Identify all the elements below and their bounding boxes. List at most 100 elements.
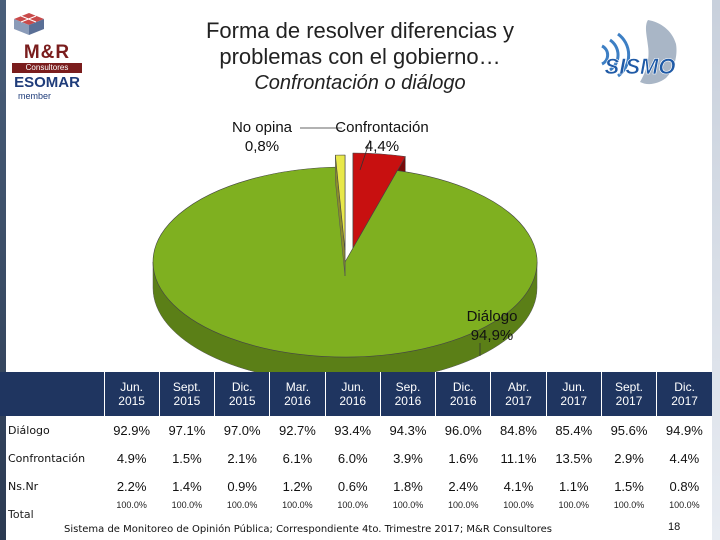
- table-cell: 3.9%: [393, 450, 423, 466]
- page-number: 18: [668, 521, 681, 533]
- column-header-year: 2017: [560, 394, 588, 408]
- slice-label: No opina: [232, 119, 293, 136]
- table-cell: 92.7%: [278, 422, 316, 438]
- left-accent-bar: [0, 0, 6, 540]
- table-cell: 0.6%: [337, 478, 368, 494]
- table-cell: 96.0%: [444, 422, 482, 438]
- column-header-month: Sep.: [395, 380, 421, 394]
- column-header-year: 2016: [284, 394, 311, 408]
- row-label: Confrontación: [8, 451, 86, 465]
- slice-value: 94,9%: [471, 327, 514, 344]
- column-header-year: 2015: [228, 394, 256, 408]
- column-header-month: Jun.: [341, 380, 365, 394]
- table-row: Ns.Nr 2.2% 1.4% 0.9% 1.2% 0.6% 1.8% 2.4% 4.1% 1.1…: [0, 472, 712, 500]
- column-header: Dic. 2016: [435, 372, 491, 416]
- column-header-year: 2016: [339, 394, 367, 408]
- column-header: Sep. 2016: [379, 372, 436, 416]
- page-title: Forma de resolver diferencias y problema…: [110, 18, 610, 70]
- slice-value: 0,8%: [245, 138, 279, 155]
- column-header-month: Mar.: [285, 380, 310, 394]
- table-cell: 100.0%: [116, 500, 147, 510]
- table-cell: 4.4%: [669, 450, 700, 466]
- table-header-row: Jun. 2015 Sept. 2015 Dic. 2015 Mar. 2016 Jun. 201…: [0, 372, 712, 416]
- column-header-year: 2017: [671, 394, 698, 408]
- table-cell: 100.0%: [337, 500, 368, 510]
- table-cell: 100.0%: [669, 500, 700, 510]
- column-header-month: Dic.: [231, 380, 253, 394]
- row-label: Diálogo: [8, 423, 50, 437]
- table-cell: 97.0%: [223, 422, 261, 438]
- leader-line: [359, 139, 371, 171]
- table-cell: 6.0%: [337, 450, 368, 466]
- trend-table: Jun. 2015 Sept. 2015 Dic. 2015 Mar. 2016 Jun. 201…: [0, 372, 720, 540]
- table-cell: 100.0%: [503, 500, 534, 510]
- table-cell: 100.0%: [282, 500, 313, 510]
- chart-subtitle: Confrontación o diálogo: [254, 72, 466, 94]
- table-cell: 100.0%: [226, 500, 258, 510]
- table-cell: 4.1%: [503, 478, 534, 494]
- column-header-year: 2015: [173, 394, 201, 408]
- table-cell: 1.8%: [393, 478, 423, 494]
- header-corner: [0, 372, 104, 416]
- table-cell: 100.0%: [558, 500, 590, 510]
- row-label: Total: [8, 507, 34, 521]
- table-cell: 1.5%: [172, 450, 202, 466]
- table-cell: 97.1%: [168, 422, 206, 438]
- title-line-2: problemas con el gobierno…: [219, 44, 501, 69]
- table-cell: 2.4%: [448, 478, 479, 494]
- table-cell: 1.2%: [282, 478, 313, 494]
- column-header-year: 2015: [118, 394, 145, 408]
- table-cell: 100.0%: [392, 500, 424, 510]
- table-cell: 1.5%: [614, 478, 644, 494]
- mr-tagline: Consultores: [12, 63, 82, 73]
- column-header-month: Jun.: [120, 380, 143, 394]
- column-header: Jun. 2017: [545, 372, 602, 416]
- right-accent-bar: [712, 0, 720, 540]
- column-header-year: 2016: [394, 394, 422, 408]
- column-header: Sept. 2015: [158, 372, 215, 416]
- table-cell: 1.4%: [172, 478, 202, 494]
- table-cell: 100.0%: [447, 500, 479, 510]
- table-cell: 94.3%: [389, 422, 427, 438]
- column-header-month: Abr.: [507, 380, 530, 394]
- table-cell: 6.1%: [282, 450, 313, 466]
- svg-text:SISMO: SISMO: [605, 54, 676, 79]
- column-header: Abr. 2017: [490, 372, 547, 416]
- column-header: Mar. 2016: [269, 372, 326, 416]
- cube-icon: [14, 13, 44, 35]
- table-cell: 0.8%: [669, 478, 700, 494]
- table-row: Total 100.0% 100.0% 100.0% 100.0% 100.0% 100.0…: [0, 500, 712, 528]
- sismo-logo: SISMO: [588, 16, 684, 92]
- mr-consultores-logo: M&R Consultores ESOMAR member: [12, 12, 82, 101]
- esomar-member: member: [18, 91, 52, 101]
- table-cell: 84.8%: [500, 422, 537, 438]
- table-cell: 4.9%: [116, 450, 147, 466]
- table-cell: 100.0%: [613, 500, 645, 510]
- source-footnote: Sistema de Monitoreo de Opinión Pública;…: [64, 524, 553, 535]
- title-line-1: Forma de resolver diferencias y: [205, 18, 515, 43]
- column-header-month: Jun.: [562, 380, 586, 394]
- mr-brand: M&R: [23, 42, 71, 63]
- column-header-year: 2017: [615, 394, 643, 408]
- table-cell: 93.4%: [334, 422, 372, 438]
- table-cell: 85.4%: [555, 422, 593, 438]
- table-cell: 2.2%: [116, 478, 147, 494]
- table-row: Diálogo 92.9% 97.1% 97.0% 92.7% 93.4% 94.3% 96.…: [0, 416, 712, 444]
- column-header: Jun. 2015: [103, 372, 160, 416]
- column-header-year: 2017: [505, 394, 532, 408]
- table-cell: 1.6%: [448, 450, 479, 466]
- slice-label: Confrontación: [335, 119, 428, 136]
- column-header-month: Sept.: [615, 380, 644, 394]
- pie-slice-confrontacin: [352, 152, 406, 250]
- table-cell: 2.9%: [614, 450, 644, 466]
- table-cell: 11.1%: [500, 450, 537, 466]
- table-cell: 100.0%: [171, 500, 203, 510]
- column-header: Dic. 2015: [214, 372, 270, 416]
- column-header: Jun. 2016: [324, 372, 381, 416]
- table-row: Confrontación 4.9% 1.5% 2.1% 6.1% 6.0% 3.9% 1.6…: [0, 444, 712, 472]
- slice-label: Diálogo: [467, 308, 518, 325]
- table-cell: 1.1%: [558, 478, 589, 494]
- column-header-year: 2016: [449, 394, 477, 408]
- table-cell: 2.1%: [227, 450, 257, 466]
